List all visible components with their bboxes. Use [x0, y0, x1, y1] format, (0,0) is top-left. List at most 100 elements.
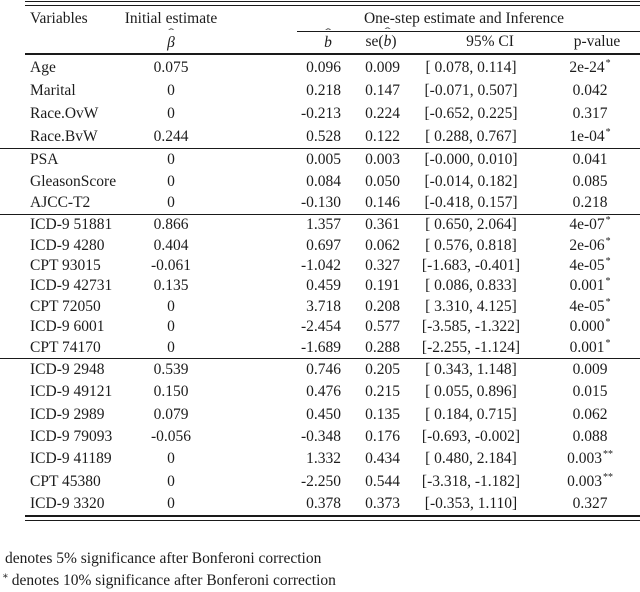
cell-variable: Age — [30, 59, 56, 77]
cell-b-hat: 0.459 — [306, 277, 341, 295]
cell-variable: PSA — [30, 150, 59, 168]
table-bottom-rule-2 — [25, 519, 640, 521]
column-header-se: se(ˆ b) — [365, 27, 397, 51]
cell-initial-estimate: 0 — [167, 338, 175, 356]
cell-variable: CPT 45380 — [30, 472, 101, 490]
cell-initial-estimate: 0 — [167, 450, 175, 468]
cell-b-hat: -0.213 — [300, 104, 341, 122]
cell-initial-estimate: 0 — [167, 297, 175, 315]
cell-variable: ICD-9 41189 — [30, 450, 112, 468]
cell-initial-estimate: 0 — [167, 104, 175, 122]
cell-se: 0.224 — [365, 104, 400, 122]
cell-b-hat: 0.697 — [306, 236, 341, 254]
header-bottom-rule — [25, 53, 640, 55]
cell-variable: Race.BvW — [30, 127, 98, 145]
cell-variable: ICD-9 6001 — [30, 318, 105, 336]
cell-pvalue: 1e-04* — [569, 126, 611, 145]
cell-ci: [ 0.288, 0.767] — [425, 127, 517, 145]
cell-ci: [ 0.576, 0.818] — [425, 236, 517, 254]
cell-pvalue: 4e-05* — [569, 296, 611, 315]
cell-se: 0.050 — [365, 172, 400, 190]
cell-variable: ICD-9 49121 — [30, 383, 113, 401]
cell-ci: [-0.418, 0.157] — [424, 194, 518, 212]
significance-stars: * — [605, 256, 611, 268]
cell-pvalue: 0.218 — [572, 194, 608, 212]
cell-ci: [-0.071, 0.507] — [424, 82, 518, 100]
cell-ci: [ 0.480, 2.184] — [425, 450, 517, 468]
cell-se: 0.122 — [365, 127, 400, 145]
cell-ci: [-0.353, 1.110] — [424, 494, 518, 512]
cell-ci: [ 3.310, 4.125] — [425, 297, 517, 315]
cell-se: 0.577 — [365, 318, 400, 336]
cell-ci: [-2.255, -1.124] — [421, 338, 521, 356]
significance-stars: ** — [602, 449, 613, 461]
cell-initial-estimate: 0.135 — [153, 277, 189, 295]
cell-pvalue: 0.001* — [569, 276, 611, 295]
cell-b-hat: 0.476 — [306, 383, 341, 401]
table-bottom-rule-1 — [25, 515, 640, 517]
table-group: ICD-9 51881 0.866 1.357 0.361 [ 0.650, 2.064… — [0, 214, 640, 358]
cell-b-hat: 0.450 — [306, 405, 341, 423]
table-body: Age 0.075 0.096 0.009 [ 0.078, 0.114] 2e-24* M… — [0, 57, 640, 515]
cell-pvalue: 0.317 — [572, 104, 608, 122]
table-row: ICD-9 3320 0 0.378 0.373 [-0.353, 1.110] 0.32… — [0, 493, 640, 515]
cell-variable: ICD-9 79093 — [30, 427, 113, 445]
significance-stars: * — [605, 235, 611, 247]
cell-ci: [ 0.343, 1.148] — [425, 361, 517, 379]
cell-se: 0.373 — [365, 494, 400, 512]
cell-ci: [ 0.184, 0.715] — [425, 405, 517, 423]
cell-ci: [ 0.086, 0.833] — [425, 277, 517, 295]
table-row: ICD-9 42731 0.135 0.459 0.191 [ 0.086, 0.833… — [0, 276, 640, 296]
cell-se: 0.327 — [365, 257, 400, 275]
cell-ci: [ 0.078, 0.114] — [425, 59, 517, 77]
cell-b-hat: -1.689 — [300, 338, 341, 356]
table-row: Race.BvW 0.244 0.528 0.122 [ 0.288, 0.767] 1e… — [0, 125, 640, 148]
cell-variable: CPT 74170 — [30, 338, 101, 356]
cell-initial-estimate: 0 — [167, 150, 175, 168]
footnotes: denotes 5% significance after Bonferoni … — [0, 544, 640, 589]
se-prefix: se( — [365, 33, 384, 50]
cell-ci: [-0.693, -0.002] — [421, 427, 521, 445]
cell-b-hat: -0.130 — [300, 194, 341, 212]
table-row: Age 0.075 0.096 0.009 [ 0.078, 0.114] 2e-24* — [0, 57, 640, 80]
cell-b-hat: -1.042 — [300, 257, 341, 275]
cell-pvalue: 0.088 — [572, 427, 608, 445]
table-row: ICD-9 41189 0 1.332 0.434 [ 0.480, 2.184] 0.0… — [0, 448, 640, 470]
cell-initial-estimate: -0.061 — [150, 257, 192, 275]
cell-pvalue: 4e-07* — [569, 215, 611, 234]
cell-initial-estimate: 0 — [167, 172, 175, 190]
cell-initial-estimate: 0.075 — [153, 59, 189, 77]
table-row: CPT 93015 -0.061 -1.042 0.327 [-1.683, -0.40… — [0, 256, 640, 276]
column-header-one-step: One-step estimate and Inference — [363, 10, 565, 27]
cell-variable: ICD-9 42731 — [30, 277, 113, 295]
cell-initial-estimate: 0 — [167, 82, 175, 100]
cell-se: 0.205 — [365, 361, 400, 379]
table-row: GleasonScore 0 0.084 0.050 [-0.014, 0.182] 0.… — [0, 171, 640, 193]
cell-initial-estimate: 0 — [167, 472, 175, 490]
table-row: AJCC-T2 0 -0.130 0.146 [-0.418, 0.157] 0.218 — [0, 192, 640, 214]
cell-variable: GleasonScore — [30, 172, 117, 190]
significance-stars: * — [605, 296, 611, 308]
cell-variable: Race.OvW — [30, 104, 99, 122]
beta-symbol: β — [167, 34, 175, 51]
cell-b-hat: 0.084 — [306, 172, 341, 190]
table-row: CPT 74170 0 -1.689 0.288 [-2.255, -1.124] 0.0… — [0, 338, 640, 358]
cell-ci: [ 0.055, 0.896] — [425, 383, 517, 401]
column-header-initial-estimate: Initial estimate — [124, 10, 218, 27]
column-header-pvalue: p-value — [573, 33, 621, 50]
footnote-text: denotes 5% significance after Bonferoni … — [5, 550, 322, 567]
hat-accent: ˆ — [384, 26, 391, 38]
table-row: ICD-9 49121 0.150 0.476 0.215 [ 0.055, 0.896… — [0, 381, 640, 403]
onestep-span-rule — [297, 31, 640, 32]
cell-b-hat: -2.250 — [300, 472, 341, 490]
cell-se: 0.434 — [365, 450, 400, 468]
table-group: PSA 0 0.005 0.003 [-0.000, 0.010] 0.041 Gleaso… — [0, 148, 640, 214]
cell-se: 0.135 — [365, 405, 400, 423]
footnote-5pct: denotes 5% significance after Bonferoni … — [0, 544, 640, 567]
cell-b-hat: 3.718 — [306, 297, 341, 315]
table-group: Age 0.075 0.096 0.009 [ 0.078, 0.114] 2e-24* M… — [0, 57, 640, 148]
cell-b-hat: 0.218 — [306, 82, 341, 100]
cell-ci: [-3.318, -1.182] — [421, 472, 521, 490]
cell-se: 0.361 — [365, 216, 400, 234]
